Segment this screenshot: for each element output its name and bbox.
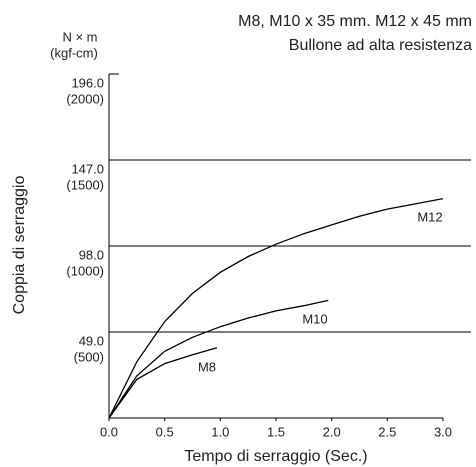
x-tick-label: 2.5 — [378, 424, 396, 439]
y-tick-label: 147.0 — [71, 161, 104, 176]
line-series — [108, 197, 444, 419]
line-series — [108, 299, 329, 419]
x-axis-label: Tempo di serraggio (Sec.) — [184, 448, 367, 465]
series-label: M10 — [302, 311, 327, 326]
chart-title: M8, M10 x 35 mm. M12 x 45 mm — [238, 13, 472, 30]
y-tick-label: 49.0 — [79, 333, 104, 348]
y-tick-secondary-label: (1000) — [66, 263, 104, 278]
x-tick-label: 1.0 — [211, 424, 229, 439]
chart-subtitle: Bullone ad alta resistenza — [289, 37, 472, 54]
series-label: M8 — [198, 359, 216, 374]
y-tick-secondary-label: (2000) — [66, 91, 104, 106]
x-tick-label: 0.0 — [100, 424, 118, 439]
series-label: M12 — [417, 209, 442, 224]
x-tick-label: 1.5 — [267, 424, 285, 439]
x-tick-label: 3.0 — [434, 424, 452, 439]
line-series — [108, 347, 218, 419]
y-unit: N × m — [62, 29, 97, 44]
x-tick-label: 0.5 — [156, 424, 174, 439]
y-unit-secondary: (kgf-cm) — [50, 45, 98, 60]
y-tick-label: 98.0 — [79, 247, 104, 262]
y-tick-label: 196.0 — [71, 75, 104, 90]
y-tick-secondary-label: (1500) — [66, 177, 104, 192]
y-tick-secondary-label: (500) — [74, 349, 104, 364]
y-axis-label: Coppia di serraggio — [11, 176, 28, 315]
x-tick-label: 2.0 — [323, 424, 341, 439]
